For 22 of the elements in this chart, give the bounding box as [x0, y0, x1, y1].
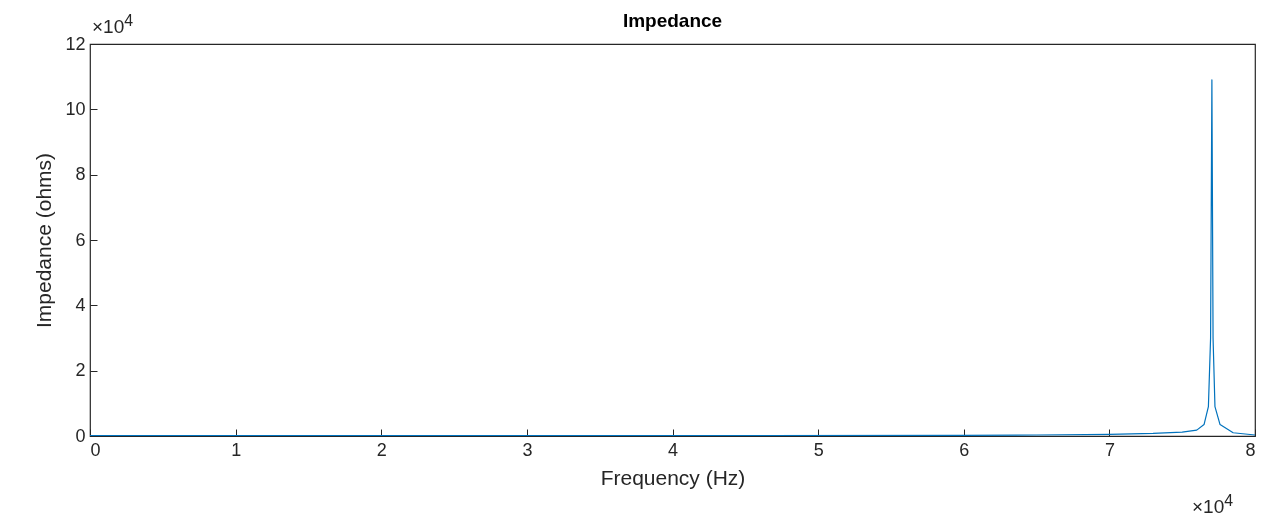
- y-tick-label: 12: [65, 33, 86, 54]
- x-tick-label: 8: [1245, 439, 1256, 460]
- y-tick-label: 0: [75, 425, 86, 446]
- text: ×10$^{4}$: [92, 12, 134, 39]
- y-tick-label: 4: [75, 294, 86, 315]
- x-tick-label: 4: [667, 439, 679, 460]
- y-tick-label: 8: [75, 164, 86, 185]
- text: ×10$^{4}$: [1192, 492, 1234, 519]
- x-tick-label: 5: [813, 439, 824, 460]
- chart-title: Impedance: [622, 10, 723, 31]
- y-tick-label: 6: [75, 229, 86, 250]
- x-tick-label: 3: [522, 439, 533, 460]
- x-tick-label: 6: [959, 439, 970, 460]
- y-tick-label: 2: [75, 360, 86, 381]
- x-axis-title: Frequency (Hz): [600, 465, 746, 489]
- y-tick-label: 10: [65, 98, 86, 119]
- y-axis-title: Impedance (ohms): [32, 152, 56, 329]
- x-tick-label: 7: [1104, 439, 1115, 460]
- x-tick-label: 2: [376, 439, 387, 460]
- x-tick-label: 0: [90, 439, 101, 460]
- x-tick-label: 1: [231, 439, 242, 460]
- line-series: [90, 79, 1255, 436]
